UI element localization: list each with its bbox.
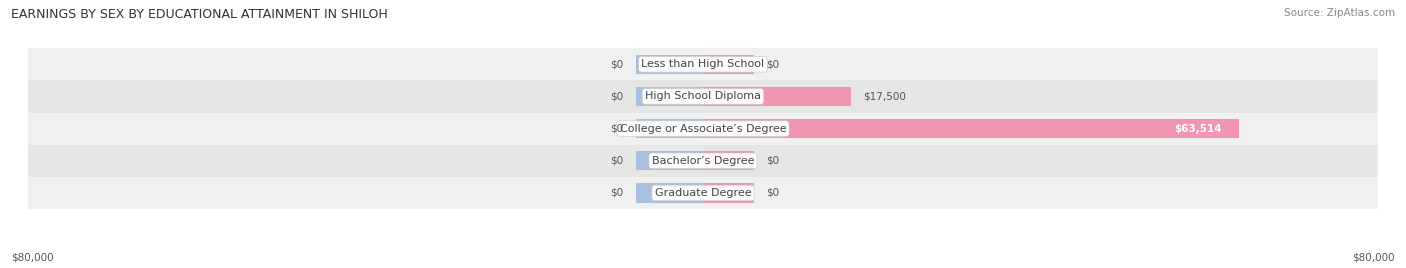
Text: $0: $0	[610, 124, 623, 134]
Bar	[703, 151, 754, 170]
Text: $63,514: $63,514	[1174, 124, 1222, 134]
Bar	[703, 55, 754, 74]
Text: $0: $0	[610, 59, 623, 69]
Bar	[636, 55, 703, 74]
Bar	[636, 119, 703, 138]
Text: $0: $0	[610, 91, 623, 102]
Text: $0: $0	[610, 188, 623, 198]
Bar	[28, 113, 1378, 145]
Bar	[28, 48, 1378, 80]
Text: $0: $0	[766, 156, 779, 166]
Text: $80,000: $80,000	[1353, 253, 1395, 263]
Bar	[636, 151, 703, 170]
Text: Less than High School: Less than High School	[641, 59, 765, 69]
Text: Bachelor’s Degree: Bachelor’s Degree	[652, 156, 754, 166]
Bar	[28, 80, 1378, 113]
Text: Graduate Degree: Graduate Degree	[655, 188, 751, 198]
Text: $0: $0	[766, 188, 779, 198]
Bar	[28, 145, 1378, 177]
Text: High School Diploma: High School Diploma	[645, 91, 761, 102]
Text: EARNINGS BY SEX BY EDUCATIONAL ATTAINMENT IN SHILOH: EARNINGS BY SEX BY EDUCATIONAL ATTAINMEN…	[11, 8, 388, 21]
Bar	[636, 87, 703, 106]
Text: $17,500: $17,500	[863, 91, 905, 102]
Text: $0: $0	[766, 59, 779, 69]
Bar	[636, 183, 703, 203]
Bar	[703, 119, 1239, 138]
Bar	[703, 183, 754, 203]
Bar	[703, 87, 851, 106]
Text: College or Associate’s Degree: College or Associate’s Degree	[620, 124, 786, 134]
Text: $0: $0	[610, 156, 623, 166]
Text: $80,000: $80,000	[11, 253, 53, 263]
Text: Source: ZipAtlas.com: Source: ZipAtlas.com	[1284, 8, 1395, 18]
Bar	[28, 177, 1378, 209]
